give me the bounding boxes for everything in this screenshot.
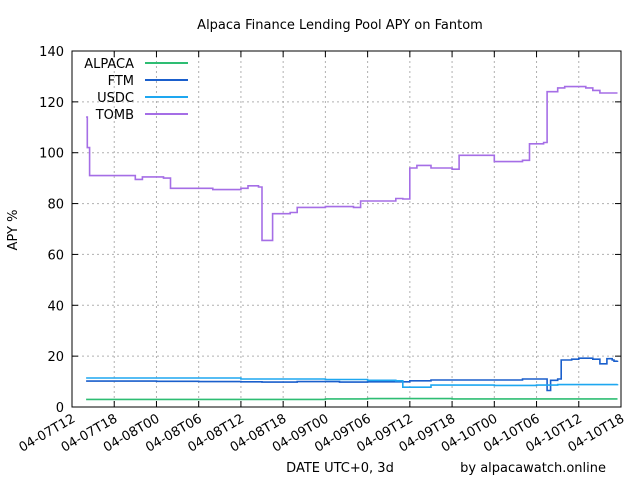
y-tick-label: 60 [47, 248, 64, 263]
y-tick-label: 40 [47, 299, 64, 314]
legend: ALPACA FTM USDC TOMB [84, 57, 188, 123]
x-axis-label: DATE UTC+0, 3d [286, 461, 394, 476]
y-axis-ticks: 0 20 40 60 80 100 120 140 [39, 45, 621, 416]
legend-label: USDC [97, 91, 134, 106]
y-axis-label: APY % [6, 210, 21, 251]
legend-label: FTM [108, 74, 134, 89]
y-tick-label: 140 [39, 45, 64, 60]
credit-label: by alpacawatch.online [460, 461, 606, 476]
y-tick-label: 120 [39, 96, 64, 111]
grid-lines [72, 51, 621, 407]
series-line-usdc [86, 377, 619, 388]
y-tick-label: 100 [39, 147, 64, 162]
legend-label: ALPACA [84, 57, 134, 72]
series-line-ftm [86, 357, 619, 392]
y-tick-label: 80 [47, 198, 64, 213]
series-line-alpaca [86, 397, 618, 401]
y-tick-label: 0 [56, 401, 64, 416]
plot-frame [71, 50, 622, 408]
y-tick-label: 20 [47, 350, 64, 365]
series-lines [86, 85, 619, 401]
series-line-tomb [86, 85, 618, 242]
chart-title: Alpaca Finance Lending Pool APY on Fanto… [197, 18, 483, 33]
legend-label: TOMB [95, 108, 134, 123]
